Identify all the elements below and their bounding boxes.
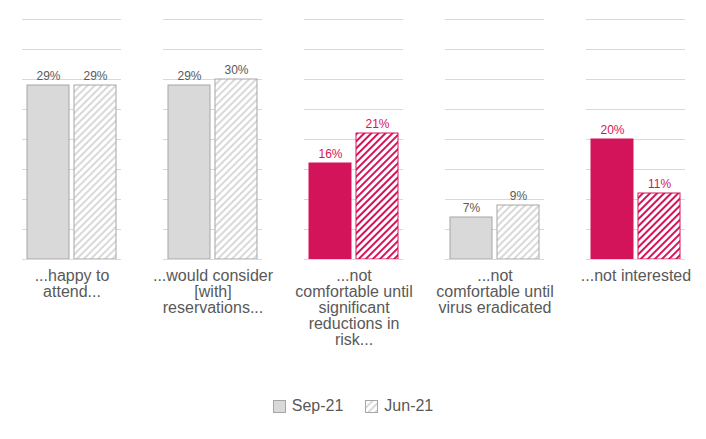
svg-text:...notcomfortable untilvirus e: ...notcomfortable untilvirus eradicated (436, 267, 553, 316)
svg-text:9%: 9% (510, 189, 528, 203)
html-text:Sep-21: Sep-21 (291, 397, 344, 414)
svg-text:20%: 20% (600, 123, 624, 137)
svg-text:29%: 29% (83, 69, 107, 83)
svg-text:30%: 30% (224, 63, 248, 77)
svg-text:21%: 21% (365, 117, 389, 131)
svg-text:...would consider[with]reserva: ...would consider[with]reservations... (153, 267, 274, 316)
svg-text:...notcomfortable untilsignifi: ...notcomfortable untilsignificantreduct… (295, 267, 412, 348)
svg-text:16%: 16% (318, 147, 342, 161)
svg-text:7%: 7% (463, 201, 481, 215)
svg-text:...not interested: ...not interested (581, 267, 691, 284)
svg-text:29%: 29% (36, 69, 60, 83)
svg-text:...happy toattend...: ...happy toattend... (35, 267, 110, 300)
svg-text:11%: 11% (648, 177, 671, 191)
svg-text:29%: 29% (177, 69, 201, 83)
html-text:Jun-21: Jun-21 (384, 397, 434, 414)
